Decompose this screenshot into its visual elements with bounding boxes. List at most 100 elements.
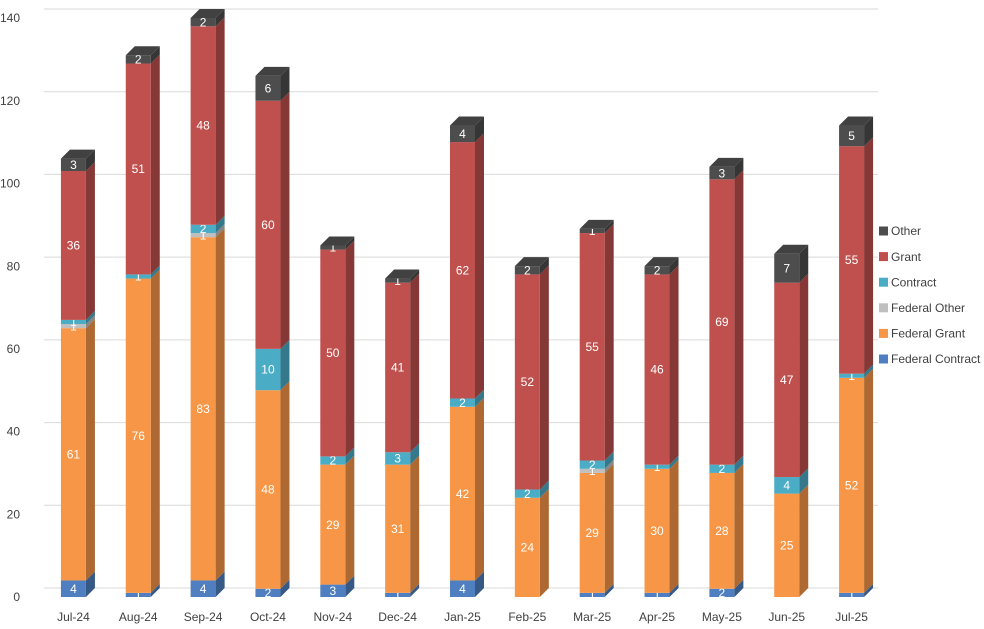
value-label: 2	[524, 263, 531, 277]
bar-side	[150, 583, 160, 597]
bar	[190, 18, 216, 27]
value-label: 2	[719, 462, 726, 476]
bar-side	[85, 571, 95, 597]
value-label: 4	[459, 127, 466, 141]
bar-side	[475, 397, 484, 581]
value-label: 29	[326, 518, 340, 532]
x-tick-label: Jul-24	[57, 610, 90, 624]
bar	[709, 472, 735, 589]
bar-side	[150, 265, 160, 279]
legend-label: Other	[891, 224, 921, 238]
bar	[450, 580, 475, 597]
bar	[774, 493, 800, 597]
value-label: 1	[394, 588, 401, 602]
bar-side	[475, 116, 484, 143]
bar-side	[604, 463, 614, 593]
value-label: 76	[132, 429, 146, 443]
bar	[125, 63, 151, 275]
bar-side	[864, 116, 874, 147]
value-label: 2	[524, 487, 531, 501]
bar	[60, 324, 86, 329]
x-tick-label: Nov-24	[313, 610, 352, 624]
bar-top	[320, 236, 355, 246]
bar	[774, 253, 800, 283]
bar-top	[450, 116, 484, 126]
value-label: 1	[70, 315, 77, 329]
bar	[514, 274, 540, 490]
y-tick-label: 120	[0, 94, 20, 108]
bar-side	[539, 488, 549, 597]
value-label: 36	[67, 239, 81, 253]
value-label: 1	[394, 274, 401, 288]
bar-side	[734, 579, 744, 597]
bar-top	[125, 46, 160, 56]
bar-side	[215, 9, 225, 27]
bar-side	[85, 319, 95, 581]
value-label: 30	[650, 524, 664, 538]
bar-side	[215, 224, 225, 238]
bar	[60, 171, 86, 320]
legend-label: Contract	[891, 275, 937, 289]
value-label: 1	[589, 464, 596, 478]
y-tick-label: 100	[0, 177, 20, 191]
bar	[514, 266, 540, 275]
x-tick-label: Jul-25	[835, 610, 868, 624]
y-tick-label: 20	[7, 507, 21, 521]
bar	[514, 497, 540, 597]
value-label: 2	[459, 396, 466, 410]
bar	[450, 142, 475, 399]
value-label: 60	[261, 218, 275, 232]
bar	[450, 398, 475, 407]
value-label: 1	[200, 228, 207, 242]
bar-side	[280, 339, 290, 391]
bar-top	[839, 116, 874, 126]
value-label: 3	[329, 584, 336, 598]
bar-top	[709, 157, 744, 167]
bar	[320, 456, 346, 465]
bar-side	[410, 269, 420, 283]
bar-side	[215, 215, 225, 234]
x-tick-label: Mar-25	[573, 610, 611, 624]
bar	[450, 125, 475, 143]
value-label: 2	[654, 263, 661, 277]
value-label: 52	[845, 479, 859, 493]
bar	[255, 348, 281, 391]
bar	[320, 245, 346, 250]
bar	[320, 464, 346, 585]
value-label: 2	[135, 53, 142, 67]
bar	[60, 319, 86, 325]
bar	[579, 468, 605, 473]
x-tick-label: Dec-24	[378, 610, 417, 624]
bar-side	[604, 224, 614, 461]
bar	[709, 166, 735, 180]
value-label: 1	[654, 588, 661, 602]
legend-swatch	[879, 328, 888, 338]
bar-side	[864, 137, 874, 374]
bar	[644, 464, 670, 469]
value-label: 62	[456, 263, 470, 277]
y-tick-label: 0	[13, 590, 20, 604]
bar-side	[85, 162, 95, 320]
value-label: 1	[589, 224, 596, 238]
legend-swatch	[879, 354, 888, 364]
bar	[579, 460, 605, 469]
bar	[709, 179, 735, 465]
bar-side	[150, 54, 160, 275]
bar	[125, 274, 151, 279]
value-label: 3	[719, 166, 726, 180]
value-label: 6	[265, 81, 272, 95]
value-label: 1	[848, 588, 855, 602]
bar	[644, 468, 670, 593]
x-tick-label: Sep-24	[184, 610, 223, 624]
bar	[125, 592, 151, 597]
bar-side	[669, 257, 679, 275]
value-label: 2	[200, 15, 207, 29]
bar-top	[190, 9, 225, 18]
value-label: 1	[70, 319, 77, 333]
bar	[839, 377, 865, 593]
bar-top	[579, 219, 614, 229]
value-label: 7	[783, 261, 790, 275]
bar-side	[280, 91, 290, 349]
bar-side	[669, 265, 679, 465]
